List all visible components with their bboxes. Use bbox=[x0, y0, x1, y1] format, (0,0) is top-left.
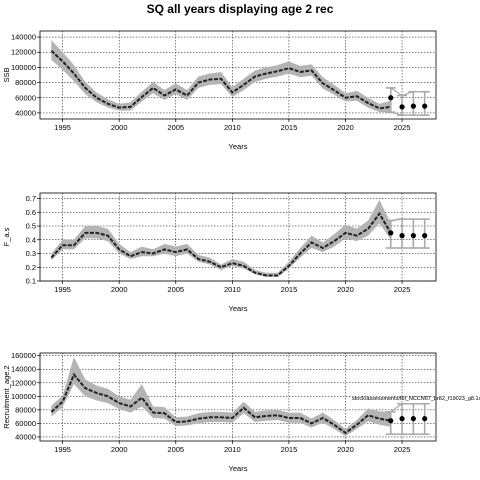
x-tick-label: 1995 bbox=[54, 285, 71, 294]
projection-point bbox=[399, 104, 405, 110]
projection-upper-line bbox=[390, 403, 425, 413]
projection-point bbox=[388, 230, 394, 236]
confidence-band bbox=[51, 357, 391, 437]
projection-point bbox=[399, 416, 405, 422]
x-tick-label: 2005 bbox=[167, 445, 184, 454]
y-tick-label: 80000 bbox=[15, 405, 36, 414]
plot-frame bbox=[39, 352, 437, 442]
y-tick-label: 40000 bbox=[15, 432, 36, 441]
x-tick-label: 2025 bbox=[394, 285, 411, 294]
series-line bbox=[50, 49, 391, 110]
x-axis-label: Years bbox=[229, 464, 248, 473]
y-tick-label: 0.4 bbox=[26, 235, 36, 244]
x-tick-label: 2000 bbox=[111, 285, 128, 294]
plot-frame bbox=[39, 192, 437, 282]
panel-ssb: 1995 2000 2005 2010 2015 2020 2025 40000 60000 80… bbox=[2, 30, 437, 151]
y-tick-label: 60000 bbox=[15, 419, 36, 428]
projection-point bbox=[388, 95, 394, 101]
projection-upper-line bbox=[390, 218, 425, 222]
y-tick-label: 0.1 bbox=[26, 277, 36, 286]
projection-point bbox=[388, 418, 394, 424]
y-tick-label: 0.2 bbox=[26, 263, 36, 272]
y-tick-label: 0.7 bbox=[26, 194, 36, 203]
y-tick-label: 0.3 bbox=[26, 249, 36, 258]
x-tick-label: 1995 bbox=[54, 123, 71, 132]
series-line bbox=[50, 372, 391, 435]
annotation-text: stock/assessments/tbl_NCCN67_br82_f19023… bbox=[352, 396, 480, 402]
y-tick-label: 120000 bbox=[11, 378, 36, 387]
x-tick-label: 2010 bbox=[224, 123, 241, 132]
y-tick-label: 140000 bbox=[11, 365, 36, 374]
x-tick-label: 2025 bbox=[394, 123, 411, 132]
y-axis-label: Recruitment_age.2 bbox=[2, 365, 11, 428]
confidence-band bbox=[51, 199, 391, 277]
x-tick-label: 2025 bbox=[394, 445, 411, 454]
y-tick-label: 40000 bbox=[15, 108, 36, 117]
x-tick-label: 2015 bbox=[281, 445, 298, 454]
projection-point bbox=[399, 233, 405, 239]
x-tick-label: 2000 bbox=[111, 445, 128, 454]
projection-lower-line bbox=[390, 111, 425, 116]
y-axis-label: F_a.s bbox=[2, 227, 11, 246]
y-tick-label: 120000 bbox=[11, 48, 36, 57]
x-tick-label: 2015 bbox=[281, 123, 298, 132]
y-tick-label: 80000 bbox=[15, 78, 36, 87]
projection-point bbox=[410, 103, 416, 109]
panel-recruitment: 1995 2000 2005 2010 2015 2020 2025 40000 60000 80… bbox=[2, 351, 480, 473]
x-tick-label: 2015 bbox=[281, 285, 298, 294]
projection-point bbox=[422, 233, 428, 239]
x-tick-label: 2000 bbox=[111, 123, 128, 132]
x-tick-label: 2020 bbox=[337, 445, 354, 454]
y-axis-label: SSB bbox=[2, 67, 11, 82]
x-tick-label: 2020 bbox=[337, 285, 354, 294]
y-tick-label: 100000 bbox=[11, 63, 36, 72]
y-tick-label: 100000 bbox=[11, 392, 36, 401]
x-tick-label: 2005 bbox=[167, 123, 184, 132]
projection-point bbox=[410, 233, 416, 239]
x-tick-label: 2010 bbox=[224, 445, 241, 454]
x-tick-label: 2020 bbox=[337, 123, 354, 132]
x-tick-label: 2010 bbox=[224, 285, 241, 294]
panel-fishing-mortality: 1995 2000 2005 2010 2015 2020 2025 0.1 0.2 0.3 0.4… bbox=[2, 192, 437, 313]
projection-point bbox=[410, 416, 416, 422]
projection-point bbox=[422, 103, 428, 109]
x-tick-label: 2005 bbox=[167, 285, 184, 294]
x-axis-label: Years bbox=[229, 304, 248, 313]
x-axis-label: Years bbox=[229, 142, 248, 151]
figure-title: SQ all years displaying age 2 rec bbox=[147, 2, 334, 16]
y-tick-label: 0.6 bbox=[26, 208, 36, 217]
x-tick-label: 1995 bbox=[54, 445, 71, 454]
plot-frame bbox=[39, 30, 437, 120]
y-tick-label: 60000 bbox=[15, 93, 36, 102]
y-tick-label: 0.5 bbox=[26, 222, 36, 231]
confidence-band bbox=[51, 40, 391, 113]
projection-upper-line bbox=[390, 87, 425, 97]
y-tick-label: 160000 bbox=[11, 351, 36, 360]
y-tick-label: 140000 bbox=[11, 33, 36, 42]
series-line bbox=[50, 211, 392, 277]
projection-point bbox=[422, 416, 428, 422]
